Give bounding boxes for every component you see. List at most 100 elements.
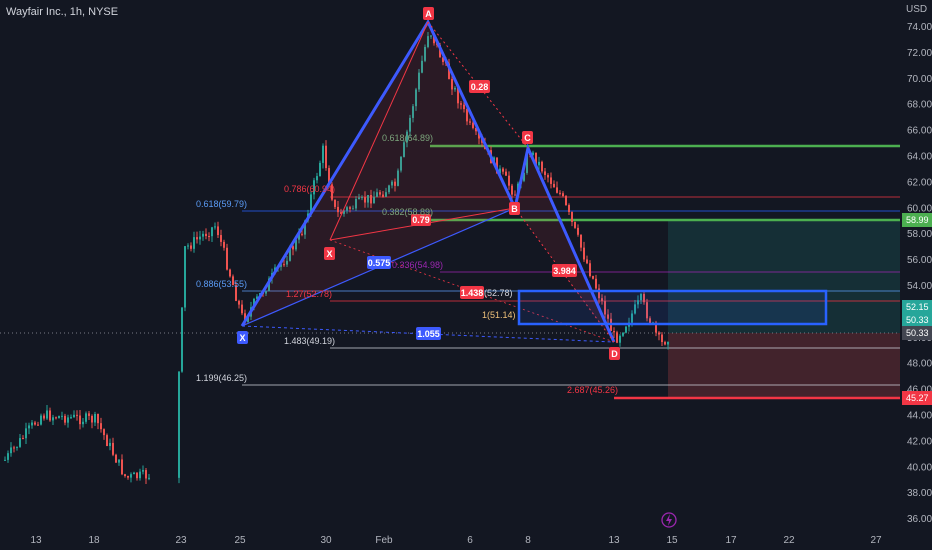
candle-body [373, 196, 375, 204]
ratio-xd-tag[interactable]: 1.055 [416, 327, 441, 340]
candle-body [85, 413, 87, 422]
abcd-inner-leg [329, 21, 429, 241]
price-tag: 45.27 [902, 391, 932, 405]
candle-body [343, 210, 345, 214]
candle-body [463, 104, 465, 110]
candle-body [292, 246, 294, 250]
potential-reversal-zone[interactable] [517, 289, 828, 326]
ratio-bd-tag[interactable]: 3.984 [552, 264, 577, 277]
candle-body [403, 142, 405, 157]
candle-body [61, 415, 63, 417]
candle-body [370, 195, 372, 204]
candle-body [187, 245, 189, 247]
candle-body [460, 103, 462, 105]
time-axis[interactable]: 13 18 23 25 30 Feb 6 8 13 15 17 22 27 [30, 535, 882, 546]
svg-text:50.33: 50.33 [906, 328, 929, 338]
fib-label-0786-ab: 0.786(60.94) [284, 184, 335, 194]
candle-body [613, 331, 615, 333]
price-tick: 40.00 [907, 462, 932, 473]
candle-body [283, 264, 285, 266]
candle-body [505, 171, 507, 176]
svg-text:0.28: 0.28 [471, 82, 489, 92]
candle-body [364, 197, 366, 203]
candle-body [622, 332, 624, 336]
price-tick: 44.00 [907, 411, 932, 422]
candle-body [475, 127, 477, 132]
candle-body [13, 447, 15, 449]
fib-label-1199: 1.199(46.25) [196, 373, 247, 383]
candle-body [208, 236, 210, 238]
long-position-loss-zone[interactable] [668, 333, 900, 399]
candle-body [550, 177, 552, 184]
candle-body [442, 57, 444, 62]
candle-body [235, 285, 237, 301]
long-position-profit-zone[interactable] [668, 220, 900, 333]
point-b-tag[interactable]: B [509, 202, 520, 215]
candle-body [139, 471, 141, 479]
time-tick: 22 [783, 535, 795, 546]
candle-body [544, 171, 546, 175]
point-d-tag[interactable]: D [609, 347, 620, 360]
svg-text:3.984: 3.984 [553, 266, 576, 276]
time-tick: 17 [725, 535, 737, 546]
price-tick: 38.00 [907, 488, 932, 499]
candle-body [400, 156, 402, 171]
candle-body [265, 291, 267, 294]
candle-body [91, 415, 93, 423]
svg-text:50.33: 50.33 [906, 315, 929, 325]
candle-body [121, 459, 123, 475]
candle-body [394, 181, 396, 186]
price-tick: 54.00 [907, 281, 932, 292]
candle-body [136, 472, 138, 479]
candle-body [535, 152, 537, 166]
candle-body [646, 302, 648, 319]
candle-body [661, 334, 663, 343]
time-tick: 18 [88, 535, 100, 546]
candle-body [631, 313, 633, 323]
candle-body [70, 417, 72, 419]
candle-body [355, 199, 357, 209]
candle-body [103, 429, 105, 436]
candle-body [625, 326, 627, 333]
candle-body [616, 332, 618, 343]
candle-body [367, 195, 369, 203]
candle-body [4, 459, 6, 461]
fib-label-1-51: 1(51.14) [482, 310, 516, 320]
svg-text:45.27: 45.27 [906, 393, 929, 403]
ratio-ac-tag[interactable]: 0.28 [469, 80, 490, 93]
candle-body [202, 233, 204, 237]
candle-body [595, 278, 597, 289]
candle-body [10, 447, 12, 454]
candle-body [64, 415, 66, 423]
fib-label-127: 1.27(52.78) [286, 289, 332, 299]
candle-body [67, 417, 69, 423]
flash-icon[interactable] [661, 512, 677, 528]
candle-body [592, 276, 594, 279]
pattern-xab-fill [242, 22, 515, 326]
svg-text:A: A [425, 9, 432, 19]
price-axis[interactable]: 74.00 72.00 70.00 68.00 66.00 64.00 62.00 60.00… [907, 22, 932, 525]
candle-body [322, 145, 324, 163]
price-tick: 60.00 [907, 203, 932, 214]
ratio-xb-tag[interactable]: 0.575 [367, 256, 391, 269]
candle-body [619, 335, 621, 343]
ratio-bc-tag[interactable]: 0.79 [411, 214, 431, 226]
ratio-ad-tag[interactable]: 1.438 [460, 286, 484, 299]
point-c-tag[interactable]: C [522, 131, 533, 144]
candle-body [268, 278, 270, 292]
candle-body [232, 276, 234, 286]
candle-body [94, 413, 96, 423]
point-a-tag[interactable]: A [423, 7, 434, 20]
candle-body [229, 269, 231, 277]
price-tick: 36.00 [907, 514, 932, 525]
candle-body [301, 233, 303, 235]
point-x2-tag[interactable]: X [324, 247, 335, 260]
point-x-tag[interactable]: X [237, 331, 248, 344]
candle-body [412, 106, 414, 118]
candle-body [466, 109, 468, 122]
candle-body [409, 117, 411, 132]
time-tick: 13 [30, 535, 42, 546]
candle-body [358, 197, 360, 200]
candle-body [145, 470, 147, 479]
